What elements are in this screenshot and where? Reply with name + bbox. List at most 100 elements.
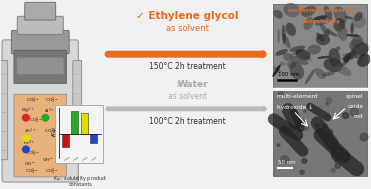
- Text: Fe$^{2+}$: Fe$^{2+}$: [23, 138, 35, 148]
- Text: ✓ Ethylene glycol: ✓ Ethylene glycol: [136, 11, 239, 21]
- Text: $K_{sp}$: $K_{sp}$: [51, 126, 61, 137]
- Ellipse shape: [273, 67, 282, 73]
- Ellipse shape: [301, 8, 310, 16]
- Circle shape: [323, 105, 326, 109]
- Ellipse shape: [315, 68, 326, 79]
- Bar: [71, 111, 78, 134]
- Ellipse shape: [337, 23, 348, 41]
- FancyBboxPatch shape: [14, 50, 66, 83]
- Circle shape: [360, 133, 368, 141]
- Text: uniform hydroxide: uniform hydroxide: [288, 8, 353, 13]
- Text: Al$^{3+}$: Al$^{3+}$: [44, 107, 55, 116]
- Bar: [273, 4, 367, 88]
- Circle shape: [23, 135, 29, 141]
- Ellipse shape: [307, 44, 321, 55]
- Ellipse shape: [322, 71, 335, 76]
- FancyBboxPatch shape: [12, 30, 69, 54]
- Text: CO$_3^{2-}$: CO$_3^{2-}$: [25, 167, 38, 177]
- Ellipse shape: [354, 34, 358, 37]
- Circle shape: [335, 160, 337, 163]
- Circle shape: [319, 106, 322, 109]
- Text: OH$^-$: OH$^-$: [42, 156, 54, 163]
- Ellipse shape: [272, 64, 281, 77]
- Ellipse shape: [335, 46, 340, 51]
- FancyArrowPatch shape: [108, 108, 264, 109]
- Circle shape: [305, 126, 309, 130]
- Text: /: /: [72, 156, 78, 162]
- Ellipse shape: [283, 3, 300, 17]
- Text: CO$_3^{2-}$: CO$_3^{2-}$: [45, 95, 58, 106]
- Ellipse shape: [289, 62, 304, 80]
- Ellipse shape: [354, 12, 362, 21]
- Ellipse shape: [352, 15, 366, 28]
- Text: multi-element: multi-element: [277, 94, 318, 99]
- Text: CO$_3^{2-}$: CO$_3^{2-}$: [45, 167, 59, 177]
- Ellipse shape: [289, 46, 305, 52]
- FancyArrowPatch shape: [108, 54, 263, 55]
- Circle shape: [23, 114, 29, 121]
- Ellipse shape: [329, 48, 341, 67]
- Ellipse shape: [334, 25, 342, 32]
- Ellipse shape: [349, 40, 368, 55]
- Ellipse shape: [334, 6, 347, 24]
- Circle shape: [325, 129, 327, 132]
- Text: constants: constants: [69, 182, 92, 187]
- Ellipse shape: [342, 54, 353, 59]
- Text: 100°C 2h treatment: 100°C 2h treatment: [149, 117, 226, 126]
- Ellipse shape: [290, 49, 305, 56]
- Ellipse shape: [315, 17, 332, 26]
- Ellipse shape: [324, 58, 343, 72]
- Text: oxide: oxide: [347, 105, 363, 109]
- Circle shape: [42, 114, 49, 121]
- Circle shape: [331, 168, 335, 172]
- Bar: [90, 134, 97, 143]
- Text: hydroxide ↓: hydroxide ↓: [277, 105, 313, 110]
- Ellipse shape: [339, 60, 350, 67]
- Ellipse shape: [351, 36, 364, 48]
- Circle shape: [326, 129, 333, 135]
- Text: 100 nm: 100 nm: [278, 72, 299, 77]
- Text: 150°C 2h treatment: 150°C 2h treatment: [149, 62, 226, 71]
- Ellipse shape: [326, 30, 338, 37]
- Text: /: /: [63, 156, 69, 162]
- Ellipse shape: [295, 49, 311, 60]
- Bar: [81, 113, 88, 134]
- Ellipse shape: [324, 6, 332, 18]
- Ellipse shape: [276, 49, 288, 56]
- Circle shape: [323, 125, 328, 131]
- Ellipse shape: [345, 34, 361, 37]
- Ellipse shape: [351, 23, 354, 34]
- Ellipse shape: [285, 23, 296, 36]
- Ellipse shape: [345, 16, 353, 19]
- Ellipse shape: [283, 33, 290, 49]
- Text: as solvent: as solvent: [168, 92, 207, 101]
- Circle shape: [361, 136, 365, 140]
- Ellipse shape: [317, 56, 331, 59]
- Text: as solvent: as solvent: [166, 24, 209, 33]
- Text: CO$_3^{2-}$: CO$_3^{2-}$: [26, 95, 39, 106]
- Text: /: /: [90, 156, 96, 162]
- Ellipse shape: [316, 33, 325, 42]
- Ellipse shape: [273, 10, 283, 19]
- Circle shape: [347, 160, 351, 164]
- FancyBboxPatch shape: [2, 40, 78, 182]
- Ellipse shape: [305, 68, 315, 84]
- FancyBboxPatch shape: [17, 16, 63, 34]
- Text: Zn$^{2+}$: Zn$^{2+}$: [24, 127, 36, 136]
- Ellipse shape: [353, 49, 357, 58]
- FancyBboxPatch shape: [73, 60, 82, 160]
- Ellipse shape: [319, 23, 329, 35]
- FancyBboxPatch shape: [0, 60, 8, 160]
- Ellipse shape: [280, 62, 286, 66]
- Ellipse shape: [302, 54, 312, 62]
- Ellipse shape: [313, 15, 328, 20]
- Text: rod: rod: [354, 114, 363, 119]
- Bar: [62, 134, 69, 147]
- Circle shape: [279, 92, 283, 96]
- FancyBboxPatch shape: [25, 2, 56, 20]
- Circle shape: [302, 159, 307, 163]
- Circle shape: [301, 120, 306, 124]
- Ellipse shape: [283, 53, 292, 61]
- Circle shape: [342, 112, 349, 119]
- Circle shape: [277, 144, 280, 146]
